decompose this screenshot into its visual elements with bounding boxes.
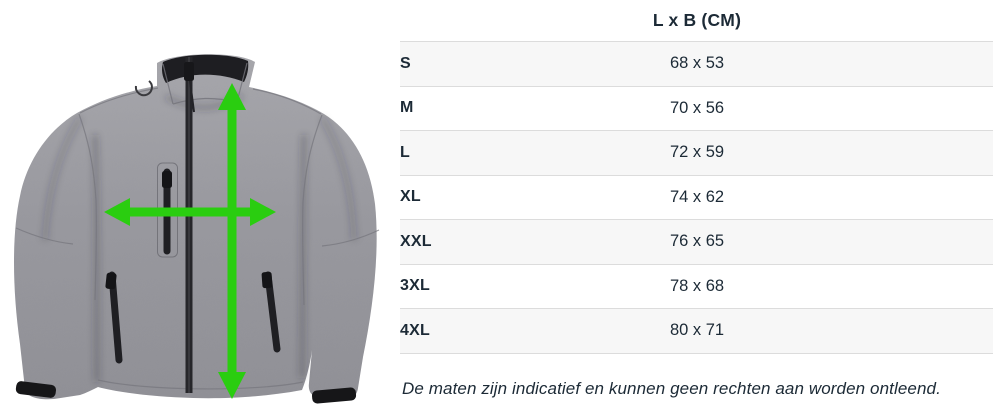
jacket-body <box>14 54 380 404</box>
jacket-image <box>14 54 380 404</box>
table-row: 4XL 80 x 71 <box>400 308 993 353</box>
size-chart-panel: L x B (CM) S 68 x 53 M 70 x 56 L 72 x 59… <box>400 0 993 418</box>
size-label-cell: 3XL <box>400 277 430 295</box>
width-arrow <box>104 198 276 226</box>
dimensions-cell: 76 x 65 <box>669 232 725 251</box>
seam-lines <box>15 87 380 390</box>
right-pocket-zipper <box>261 271 281 353</box>
dimensions-column-header: L x B (CM) <box>652 10 742 30</box>
right-cuff-tab <box>311 387 357 404</box>
size-label-cell: L <box>400 143 410 161</box>
table-row: 3XL 78 x 68 <box>400 264 993 309</box>
size-label-cell: M <box>400 99 414 117</box>
size-table-header-row: L x B (CM) <box>400 0 993 42</box>
table-row: XL 74 x 62 <box>400 175 993 220</box>
disclaimer-note: De maten zijn indicatief en kunnen geen … <box>402 378 941 398</box>
size-table: L x B (CM) S 68 x 53 M 70 x 56 L 72 x 59… <box>400 0 993 354</box>
dimensions-cell: 80 x 71 <box>669 321 725 340</box>
dimensions-cell: 78 x 68 <box>669 276 725 295</box>
left-cuff-tab <box>15 381 57 398</box>
size-column-header <box>400 0 550 42</box>
size-label-cell: 4XL <box>400 321 430 339</box>
table-row: L 72 x 59 <box>400 130 993 175</box>
left-pocket-zipper <box>105 271 123 364</box>
main-zipper <box>184 57 195 393</box>
dimensions-cell: 74 x 62 <box>669 187 725 206</box>
collar-inner <box>162 54 249 83</box>
table-row: XXL 76 x 65 <box>400 219 993 264</box>
table-row: M 70 x 56 <box>400 86 993 131</box>
hang-loop <box>134 80 153 97</box>
size-label-cell: XXL <box>400 232 432 250</box>
table-row: S 68 x 53 <box>400 41 993 86</box>
dimensions-cell: 68 x 53 <box>669 54 725 73</box>
size-label-cell: XL <box>400 188 421 206</box>
dimensions-cell: 70 x 56 <box>669 98 725 117</box>
dimensions-cell: 72 x 59 <box>669 143 725 162</box>
length-arrow <box>218 83 246 399</box>
product-measurement-diagram <box>0 0 400 418</box>
size-label-cell: S <box>400 54 411 72</box>
